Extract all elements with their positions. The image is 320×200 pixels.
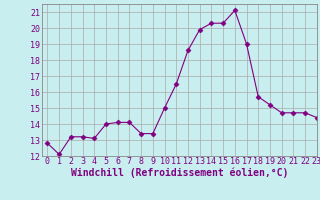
X-axis label: Windchill (Refroidissement éolien,°C): Windchill (Refroidissement éolien,°C): [70, 168, 288, 178]
